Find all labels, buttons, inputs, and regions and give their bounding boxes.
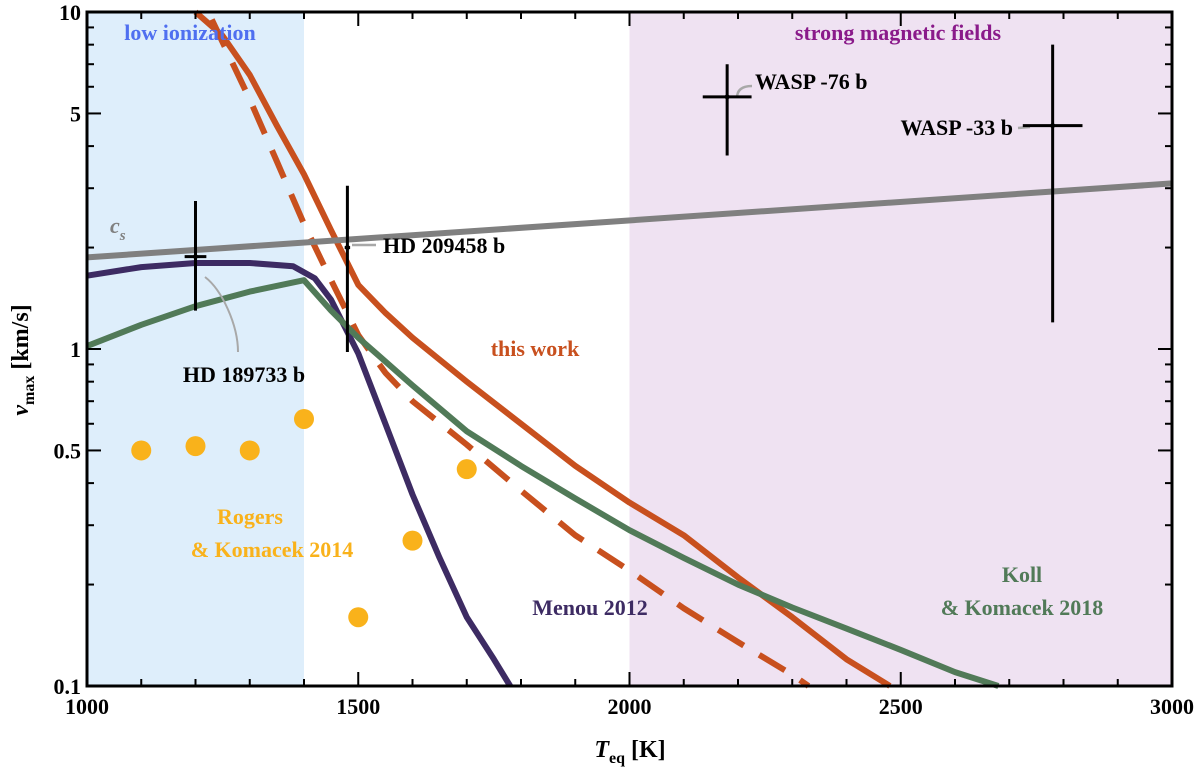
x-tick-label-1000: 1000	[65, 694, 109, 719]
error-bar-hd-189733-b	[184, 200, 207, 311]
scatter-points	[131, 408, 477, 628]
error-bar-wasp-76-b	[702, 64, 752, 156]
series-line-c-s	[86, 180, 1173, 261]
error-bars	[184, 44, 1083, 352]
label-koll-line1: Koll	[1002, 562, 1042, 587]
y-axis-label-unit: [km/s]	[8, 304, 34, 375]
label-hd189733: HD 189733 b	[183, 362, 305, 387]
scatter-point-1	[131, 440, 152, 461]
series-lines	[85, 9, 1173, 689]
region-strong-magnetic-fields	[629, 12, 1172, 686]
scatter-point-5	[348, 607, 369, 628]
error-point-center	[344, 245, 350, 251]
error-bar-wasp-33-b	[1022, 44, 1083, 323]
x-tick-label-2500: 2500	[879, 694, 923, 719]
error-point-center	[193, 254, 198, 260]
label-cs-main: c	[110, 213, 120, 238]
error-point-center	[1050, 123, 1056, 129]
scatter-point-7	[456, 459, 477, 480]
y-tick-label-0p5: 0.5	[54, 438, 82, 463]
y-axis-label: vmax [km/s]	[8, 304, 38, 415]
error-point-center	[724, 94, 730, 100]
x-tick-label-3000: 3000	[1150, 694, 1194, 719]
label-rogers-line2: & Komacek 2014	[191, 537, 354, 562]
error-bar-hd-209458-b	[344, 185, 351, 352]
region-low-ionization	[87, 12, 304, 686]
y-axis-label-sub: max	[21, 376, 38, 405]
x-axis-label-sub: eq	[609, 750, 625, 767]
x-axis-label: Teq [K]	[594, 737, 665, 767]
scatter-point-4	[294, 408, 314, 429]
label-hd209458: HD 209458 b	[383, 233, 505, 258]
region-label-low-ionization: low ionization	[124, 20, 255, 45]
label-wasp76: WASP -76 b	[755, 69, 867, 94]
series-line-this-work	[193, 9, 892, 689]
leader-wasp33	[1017, 125, 1031, 130]
scatter-point-6	[402, 530, 423, 551]
label-menou-2012: Menou 2012	[532, 595, 648, 620]
x-tick-label-2000: 2000	[608, 694, 652, 719]
label-cs: cs	[110, 213, 126, 244]
y-tick-label-10: 10	[59, 0, 81, 25]
label-this-work: this work	[491, 336, 580, 361]
x-axis-label-unit: [K]	[625, 737, 666, 763]
label-wasp33: WASP -33 b	[901, 115, 1013, 140]
y-tick-label-1: 1	[70, 337, 81, 362]
leader-hd189733	[204, 276, 239, 353]
scatter-point-3	[239, 440, 260, 461]
series-line-koll-komacek-2018	[85, 277, 1000, 689]
scatter-point-2	[185, 436, 206, 457]
x-axis-label-main: T	[594, 737, 610, 763]
y-tick-label-0p1: 0.1	[54, 674, 82, 699]
label-koll-line2: & Komacek 2018	[941, 595, 1104, 620]
label-cs-sub: s	[119, 228, 126, 244]
y-tick-label-5: 5	[70, 101, 81, 126]
x-tick-label-1500: 1500	[336, 694, 380, 719]
region-label-strong-magnetic-fields: strong magnetic fields	[795, 20, 1002, 45]
y-axis-label-main: v	[8, 405, 34, 416]
label-rogers-line1: Rogers	[217, 504, 283, 529]
axis-ticks: 1000 1500 2000 2500 3000 0.1 0.5 1 5 10	[54, 0, 1195, 719]
